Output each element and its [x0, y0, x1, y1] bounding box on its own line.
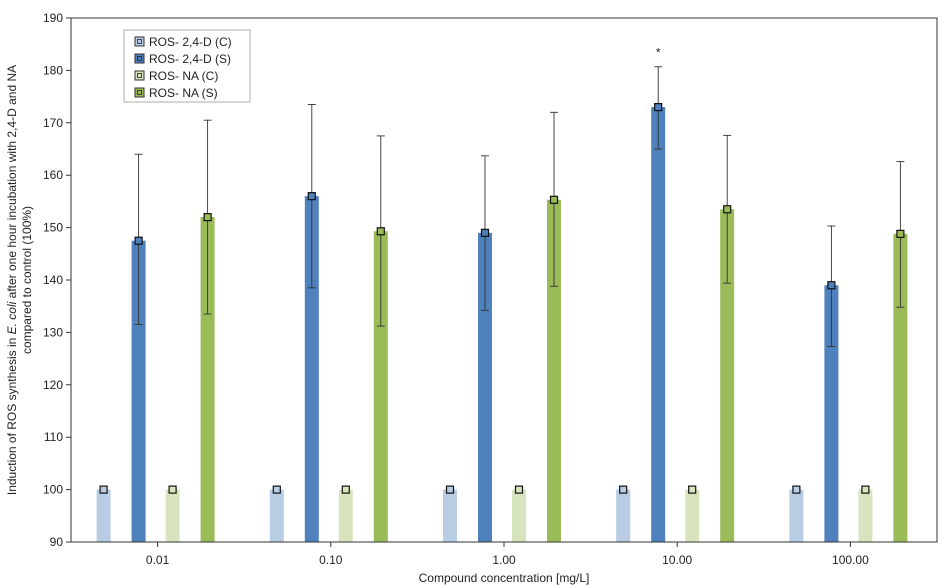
bar [720, 209, 735, 542]
bar [651, 107, 666, 542]
y-axis: 90 100 110 120 130 140 150 160 170 180 190 [43, 11, 71, 549]
x-tick-label: 0.10 [319, 553, 343, 567]
bars-layer [96, 107, 908, 542]
mean-marker [480, 228, 490, 237]
y-label-prefix: Induction of ROS synthesis in [5, 334, 19, 495]
y-tick-label: 160 [43, 168, 63, 182]
y-tick-label: 90 [50, 535, 64, 549]
mean-marker [792, 485, 801, 494]
bar [512, 489, 526, 542]
bar [373, 231, 388, 542]
legend-swatch-inner [137, 90, 142, 95]
legend-label: ROS- 2,4-D (C) [149, 35, 232, 49]
bar [547, 199, 561, 542]
bar [269, 489, 284, 542]
bar [824, 285, 839, 542]
y-axis-label-line-2: compared to control (100%) [20, 206, 34, 354]
legend-label: ROS- NA (S) [149, 86, 218, 100]
bar [200, 217, 215, 542]
mean-marker [307, 192, 316, 201]
y-tick-label: 190 [43, 11, 63, 25]
x-tick-label: 1.00 [492, 553, 516, 567]
y-tick-label: 100 [43, 483, 63, 497]
legend-box [123, 29, 251, 103]
x-tick-label: 100.00 [832, 553, 869, 567]
error-bars-layer [134, 66, 905, 347]
legend-swatch [134, 53, 145, 64]
mean-marker [514, 485, 524, 494]
y-tick-label: 180 [43, 63, 63, 77]
mean-marker [168, 485, 177, 494]
y-axis-label-line-1: Induction of ROS synthesis in E. coli af… [5, 65, 19, 495]
x-tick-label: 10.00 [662, 553, 692, 567]
legend-label: ROS- NA (C) [149, 69, 218, 83]
x-axis-label: Compound concentration [mg/L] [419, 571, 590, 585]
legend-swatch [134, 87, 145, 98]
legend-swatch-inner [137, 56, 142, 61]
legend: ROS- 2,4-D (C) ROS- 2,4-D (S) ROS- NA (C) R… [123, 29, 251, 103]
y-tick-label: 140 [43, 273, 63, 287]
y-tick-label: 110 [44, 430, 63, 444]
mean-marker [99, 485, 108, 494]
bar [165, 489, 180, 542]
x-axis: 0.01 0.10 1.00 10.00 100.00 [146, 542, 869, 567]
x-tick-label: 0.01 [146, 553, 170, 567]
mean-marker [688, 485, 697, 494]
bar [96, 489, 111, 542]
bar [304, 196, 319, 542]
mean-marker [896, 229, 905, 238]
mean-marker [341, 485, 350, 494]
legend-swatch [134, 36, 145, 47]
y-tick-label: 150 [43, 221, 63, 235]
y-tick-label: 130 [43, 325, 63, 339]
bar [616, 489, 631, 542]
mean-marker [376, 227, 385, 236]
significance-annotation: * [656, 46, 661, 60]
bar [789, 489, 804, 542]
mean-marker [203, 213, 212, 222]
mean-marker [654, 102, 663, 112]
markers-layer [99, 102, 905, 494]
legend-label: ROS- 2,4-D (S) [149, 52, 231, 66]
mean-marker [861, 485, 870, 494]
legend-swatch-inner [137, 73, 142, 78]
mean-marker [619, 485, 628, 494]
bar [893, 233, 908, 542]
y-label-suffix: after one hour incubation with 2,4-D and… [5, 65, 19, 302]
bar [131, 240, 146, 542]
bar [443, 489, 457, 542]
bar [685, 489, 700, 542]
annotations-layer: * [656, 46, 661, 60]
mean-marker [445, 485, 455, 494]
mean-marker [827, 281, 836, 290]
bar [338, 489, 353, 542]
y-label-italic: E. coli [5, 301, 19, 334]
mean-marker [272, 485, 281, 494]
y-tick-label: 170 [43, 116, 63, 130]
y-axis-label: Induction of ROS synthesis in E. coli af… [5, 65, 34, 495]
mean-marker [134, 236, 143, 245]
legend-swatch [134, 70, 145, 81]
bar [858, 489, 873, 542]
legend-swatch-inner [137, 39, 142, 44]
y-tick-label: 120 [43, 378, 63, 392]
mean-marker [723, 205, 732, 214]
mean-marker [549, 195, 559, 204]
